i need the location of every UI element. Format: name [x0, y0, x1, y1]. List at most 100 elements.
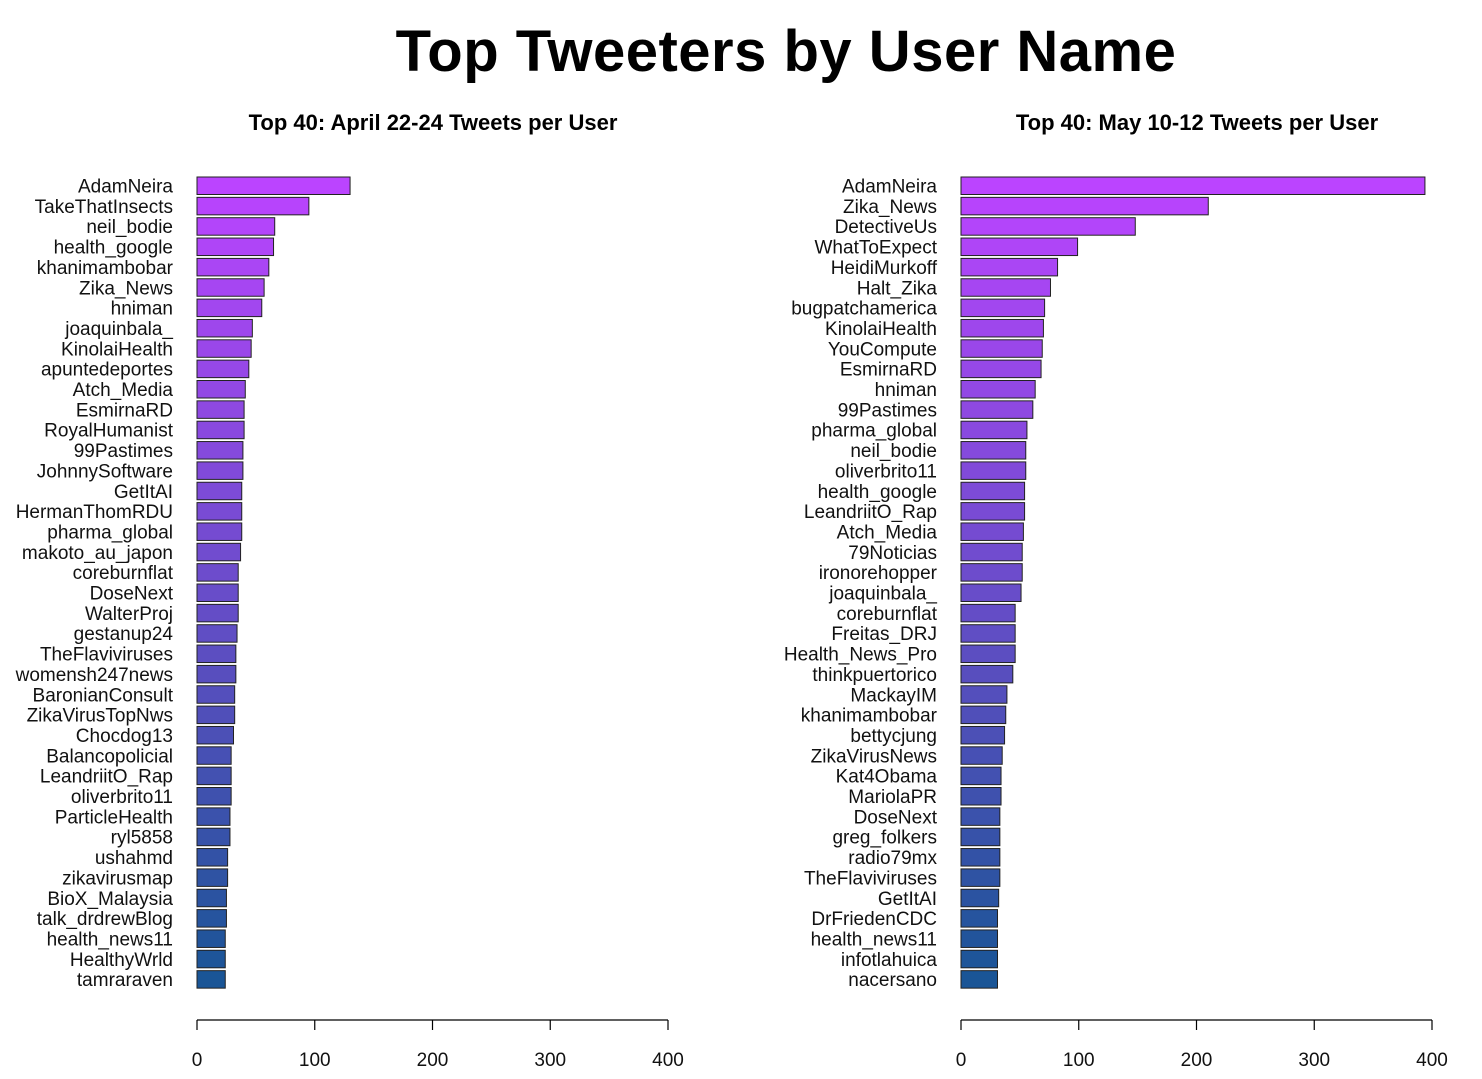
bar-may-6 [960, 278, 1051, 297]
category-label-april-22: WalterProj [85, 604, 173, 625]
category-label-april-17: HermanThomRDU [16, 502, 173, 523]
main-title: Top Tweeters by User Name [395, 19, 1177, 84]
category-label-april-1: AdamNeira [78, 177, 173, 198]
bar-may-23 [960, 624, 1016, 643]
chart-title-april: Top 40: April 22-24 Tweets per User [249, 110, 618, 135]
bar-april-17 [196, 502, 243, 521]
bar-may-33 [960, 827, 1001, 847]
category-label-april-26: BaronianConsult [33, 685, 174, 706]
bar-may-28 [960, 725, 1006, 745]
category-label-may-5: HeidiMurkoff [831, 258, 938, 279]
bar-april-7 [196, 298, 263, 318]
category-label-april-16: GetItAI [114, 482, 173, 503]
bar-may-37 [960, 909, 999, 928]
category-label-may-17: LeandriitO_Rap [804, 502, 937, 523]
x-tick-label-may-0: 0 [956, 1050, 967, 1071]
bar-may-21 [960, 583, 1022, 602]
bar-april-5 [196, 257, 270, 277]
category-label-may-14: neil_bodie [850, 441, 937, 462]
bar-april-8 [196, 318, 253, 338]
x-tick-label-may-3: 300 [1298, 1050, 1330, 1071]
category-label-may-32: DoseNext [854, 807, 938, 828]
category-label-april-3: neil_bodie [86, 217, 173, 238]
bar-april-12 [196, 400, 245, 419]
bar-april-28 [196, 725, 235, 745]
bar-april-10 [196, 359, 250, 379]
category-label-april-10: apuntedeportes [41, 360, 173, 381]
category-label-may-3: DetectiveUs [835, 217, 937, 238]
category-label-april-8: joaquinbala_ [64, 319, 173, 340]
category-label-april-21: DoseNext [90, 584, 174, 605]
category-label-april-35: zikavirusmap [62, 868, 173, 889]
chart-panel-may: Top 40: May 10-12 Tweets per User AdamNe… [784, 110, 1448, 1071]
bar-april-24 [196, 644, 237, 664]
bar-april-31 [196, 787, 232, 806]
category-label-april-12: EsmirnaRD [76, 400, 173, 421]
bar-april-25 [196, 664, 237, 684]
category-label-may-26: MackayIM [850, 685, 937, 706]
category-label-may-22: coreburnflat [837, 604, 938, 625]
category-label-april-6: Zika_News [79, 278, 173, 299]
bar-april-39 [196, 949, 226, 969]
bar-april-34 [196, 848, 229, 867]
bar-april-11 [196, 380, 246, 399]
bar-may-1 [960, 176, 1426, 195]
bar-may-18 [960, 522, 1024, 541]
chart-panel-april: Top 40: April 22-24 Tweets per User Adam… [15, 110, 684, 1071]
bar-april-27 [196, 705, 236, 725]
x-tick-label-april-3: 300 [534, 1050, 566, 1071]
bar-may-12 [960, 400, 1034, 419]
category-label-april-37: talk_drdrewBlog [37, 909, 173, 930]
category-label-may-23: Freitas_DRJ [831, 624, 937, 645]
bar-april-35 [196, 868, 229, 887]
category-label-april-4: health_google [54, 238, 173, 259]
category-label-april-5: khanimambobar [37, 258, 174, 279]
bar-april-16 [196, 481, 243, 501]
bar-may-25 [960, 664, 1014, 684]
category-label-may-27: khanimambobar [801, 706, 938, 727]
category-label-april-13: RoyalHumanist [44, 421, 174, 442]
category-label-may-30: Kat4Obama [836, 767, 938, 788]
bar-may-31 [960, 787, 1002, 806]
bar-april-9 [196, 339, 252, 358]
category-label-april-25: womensh247news [15, 665, 173, 686]
category-label-april-28: Chocdog13 [76, 726, 173, 747]
bar-may-2 [960, 196, 1209, 216]
chart-title-may: Top 40: May 10-12 Tweets per User [1016, 110, 1379, 135]
bar-april-18 [196, 522, 243, 541]
bar-may-24 [960, 644, 1016, 664]
category-label-may-6: Halt_Zika [857, 278, 938, 299]
x-tick-label-may-1: 100 [1063, 1050, 1095, 1071]
bar-may-17 [960, 502, 1026, 521]
category-label-april-18: pharma_global [47, 522, 173, 543]
bar-april-6 [196, 278, 265, 297]
category-label-may-15: oliverbrito11 [835, 461, 937, 482]
category-label-april-27: ZikaVirusTopNws [27, 706, 173, 727]
bar-may-16 [960, 481, 1026, 501]
category-label-may-11: hniman [875, 380, 937, 401]
bar-may-15 [960, 461, 1027, 480]
bar-may-20 [960, 563, 1023, 582]
bar-april-20 [196, 563, 239, 582]
bar-may-10 [960, 359, 1042, 379]
bar-may-4 [960, 237, 1079, 257]
bar-may-35 [960, 868, 1001, 887]
bar-may-14 [960, 441, 1027, 460]
category-label-april-39: HealthyWrld [70, 950, 173, 971]
bar-may-30 [960, 766, 1002, 786]
category-label-may-9: YouCompute [828, 339, 937, 360]
bar-may-40 [960, 970, 999, 989]
category-label-may-1: AdamNeira [842, 177, 937, 198]
bar-may-39 [960, 949, 999, 969]
category-label-april-11: Atch_Media [73, 380, 174, 401]
category-label-may-13: pharma_global [811, 421, 937, 442]
bar-april-29 [196, 746, 232, 765]
bar-april-1 [196, 176, 351, 195]
category-label-april-15: JohnnySoftware [37, 461, 173, 482]
category-label-may-29: ZikaVirusNews [811, 746, 937, 767]
category-label-may-16: health_google [818, 482, 937, 503]
category-label-may-38: health_news11 [811, 929, 937, 950]
category-label-april-2: TakeThatInsects [35, 197, 173, 218]
bar-april-26 [196, 685, 236, 704]
bar-may-13 [960, 420, 1028, 440]
